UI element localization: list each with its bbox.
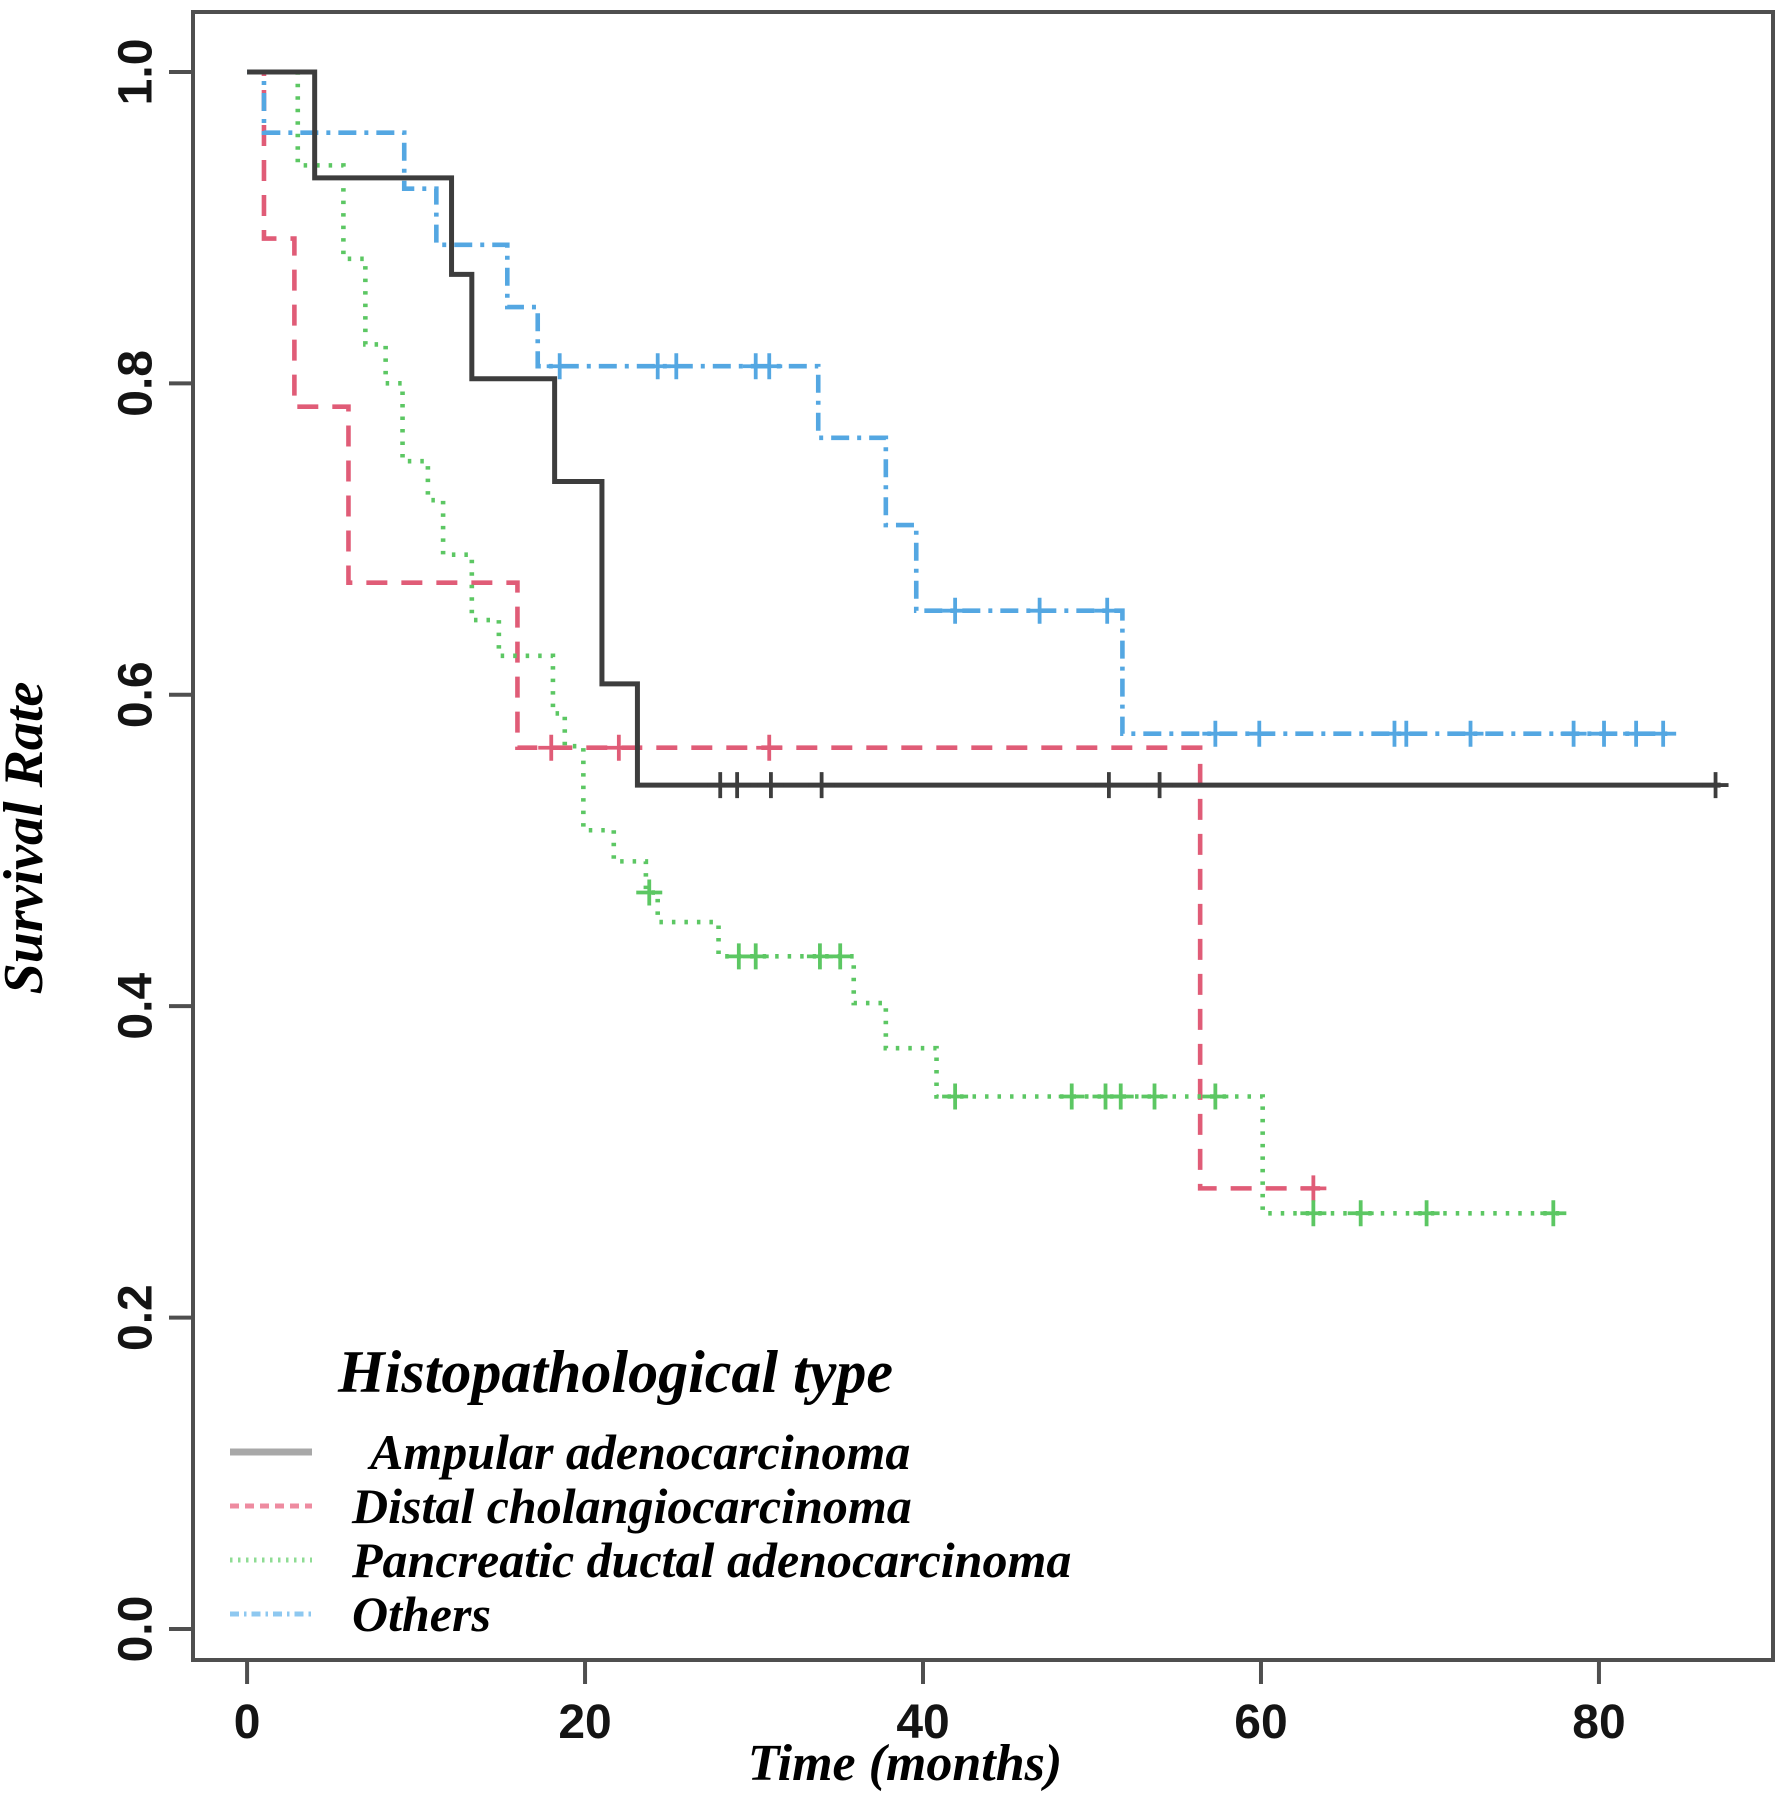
y-tick-label: 1.0 [110,39,163,106]
y-tick-label: 0.6 [110,661,163,728]
x-tick-label: 80 [1572,1696,1625,1749]
series-line-distal-cholangiocarcinoma [247,69,1321,1191]
censor-mark [1094,597,1121,624]
x-axis-ticks: 0 20 40 60 80 [234,1660,1626,1749]
series-line-pancreatic-ductal-adenocarcinoma [247,69,1561,1216]
censor-mark [1107,1083,1134,1110]
censor-mark [1393,720,1420,747]
legend-label-others: Others [352,1586,491,1642]
censor-mark [1095,772,1122,799]
y-tick-label: 0.8 [110,350,163,417]
censor-mark [663,353,690,380]
censor-mark [1560,720,1587,747]
censor-mark [757,772,784,799]
censor-mark [1026,597,1053,624]
censor-mark [1650,720,1677,747]
plot-border [191,10,1775,1662]
y-axis-ticks: 0.0 0.2 0.4 0.6 0.8 1.0 [110,39,193,1663]
censor-mark [1202,1083,1229,1110]
censor-mark [1058,1083,1085,1110]
x-tick-label: 20 [558,1696,611,1749]
censor-mark [1540,1200,1567,1227]
censor-mark [942,1083,969,1110]
legend: Histopathological type Ampular adenocarc… [230,1339,1071,1642]
censor-mark [942,597,969,624]
censor-mark [1300,1175,1327,1202]
censor-mark [808,772,835,799]
series-line-ampular-adenocarcinoma [247,69,1721,788]
censor-marks [538,353,1729,1227]
censor-mark [636,879,663,906]
series-lines [247,69,1721,1216]
censor-mark [1246,720,1273,747]
censor-mark [1623,720,1650,747]
x-tick-label: 40 [896,1696,949,1749]
censor-mark [756,734,783,761]
legend-label-pancreatic-ductal-adenocarcinoma: Pancreatic ductal adenocarcinoma [351,1532,1071,1588]
y-tick-label: 0.2 [110,1284,163,1351]
censor-mark [1347,1200,1374,1227]
censor-mark [742,943,769,970]
censor-mark [1300,1200,1327,1227]
y-tick-label: 0.0 [110,1596,163,1663]
y-tick-label: 0.4 [110,973,163,1040]
censor-mark [546,353,573,380]
legend-label-ampular-adenocarcinoma: Ampular adenocarcinoma [367,1424,910,1480]
x-axis-label: Time (months) [748,1735,1062,1792]
x-tick-label: 0 [234,1696,261,1749]
censor-mark [1457,720,1484,747]
censor-mark [1413,1200,1440,1227]
x-tick-label: 60 [1234,1696,1287,1749]
censor-mark [1202,720,1229,747]
censor-mark [724,772,751,799]
censor-mark [756,353,783,380]
censor-mark [605,734,632,761]
censor-mark [1146,772,1173,799]
censor-mark [1702,772,1729,799]
legend-title: Histopathological type [337,1339,893,1405]
censor-mark [538,734,565,761]
series-line-others [247,69,1670,737]
y-axis-label: Survival Rate [0,682,55,995]
censor-mark [1141,1083,1168,1110]
censor-mark [1591,720,1618,747]
legend-label-distal-cholangiocarcinoma: Distal cholangiocarcinoma [351,1478,912,1534]
censor-mark [827,943,854,970]
